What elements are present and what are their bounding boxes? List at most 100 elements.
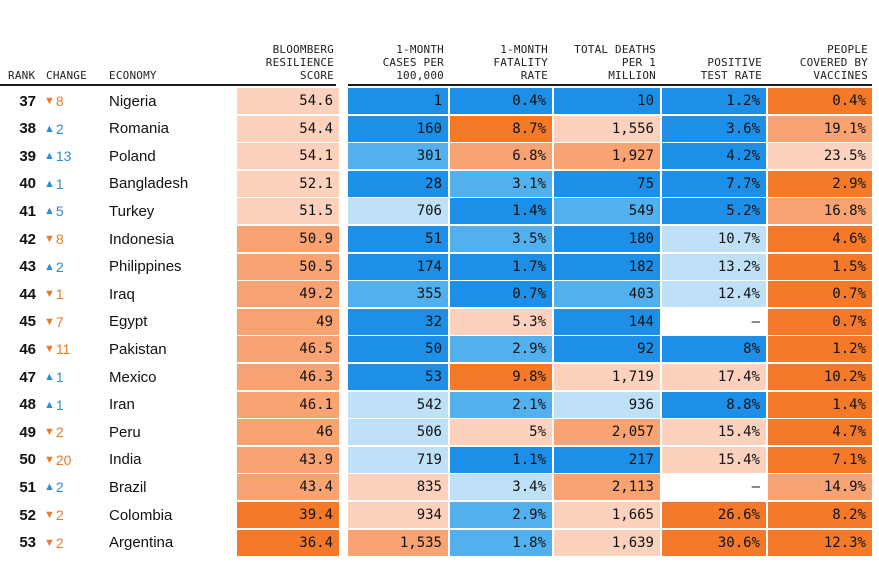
cell-deaths: 1,665 <box>554 502 660 528</box>
header-fatality: 1-MONTH FATALITY RATE <box>450 36 548 82</box>
rank-change-value: 20 <box>55 451 72 468</box>
cell-fatality: 9.8% <box>450 364 552 390</box>
economy-name: Philippines <box>109 258 182 276</box>
cell-cases: 160 <box>348 115 448 142</box>
rank-change: ▲ 1 <box>44 171 104 197</box>
cell-score: 50.9 <box>237 226 339 252</box>
cell-positive: 13.2% <box>662 253 766 280</box>
rank-value: 44 <box>19 285 36 303</box>
cell-vaccines: 10.2% <box>768 364 872 390</box>
header-rank: RANK <box>8 36 42 82</box>
header-label: ECONOMY <box>109 69 157 82</box>
economy-name: Egypt <box>109 313 148 331</box>
cell-score: 39.4 <box>237 502 339 528</box>
header-deaths: TOTAL DEATHS PER 1 MILLION <box>554 36 656 82</box>
table-row: 46 ▼ 11 Pakistan 46.5 50 2.9% 92 8% 1.2% <box>0 336 879 364</box>
table-row: 53 ▼ 2 Argentina 36.4 1,535 1.8% 1,639 30.6% 12.3… <box>0 529 879 558</box>
table-row: 38 ▲ 2 Romania 54.4 160 8.7% 1,556 3.6% 19.1% <box>0 115 879 144</box>
cell-fatality: 3.5% <box>450 226 552 252</box>
rank-value: 45 <box>19 313 36 331</box>
cell-deaths: 92 <box>554 336 660 363</box>
economy-name: Argentina <box>109 534 174 552</box>
cell-score: 46.3 <box>237 364 339 390</box>
cell-vaccines: 7.1% <box>768 446 872 473</box>
economy-name: Pakistan <box>109 340 167 358</box>
down-triangle-icon: ▼ <box>44 288 55 301</box>
economy-name: Indonesia <box>109 230 175 248</box>
cell-fatality: 2.9% <box>450 502 552 528</box>
economy-name: Romania <box>109 120 170 138</box>
cell-vaccines: 2.9% <box>768 170 872 197</box>
table-row: 43 ▲ 2 Philippines 50.5 174 1.7% 182 13.2% 1.5% <box>0 253 879 282</box>
rank-change: ▲ 13 <box>44 143 104 169</box>
table-row: 52 ▼ 2 Colombia 39.4 934 2.9% 1,665 26.6% 8.2% <box>0 502 879 530</box>
rank-change-value: 8 <box>55 231 64 247</box>
cell-cases: 28 <box>348 170 448 197</box>
cell-vaccines: 0.7% <box>768 308 872 335</box>
rank-change-value: 2 <box>55 258 64 275</box>
rank-value: 39 <box>19 147 36 165</box>
cell-deaths: 75 <box>554 170 660 197</box>
cell-cases: 50 <box>348 336 448 363</box>
up-triangle-icon: ▲ <box>44 150 55 163</box>
cell-vaccines: 4.7% <box>768 419 872 446</box>
cell-score: 46 <box>237 419 339 446</box>
economy-name: Bangladesh <box>109 175 189 193</box>
header-change: CHANGE <box>46 36 106 82</box>
cell-score: 54.6 <box>237 88 339 114</box>
rank-change: ▲ 1 <box>44 364 104 390</box>
economy-name: Brazil <box>109 478 147 496</box>
cell-score: 36.4 <box>237 529 339 556</box>
cell-score: 43.4 <box>237 474 339 501</box>
rank-change: ▼ 2 <box>44 530 104 556</box>
cell-positive: 10.7% <box>662 226 766 252</box>
cell-score: 49.2 <box>237 281 339 308</box>
table-row: 49 ▼ 2 Peru 46 506 5% 2,057 15.4% 4.7% <box>0 419 879 447</box>
cell-vaccines: 1.5% <box>768 253 872 280</box>
rank-change-value: 11 <box>55 341 71 358</box>
cell-cases: 719 <box>348 446 448 473</box>
cell-deaths: 1,556 <box>554 115 660 142</box>
table-row: 47 ▲ 1 Mexico 46.3 53 9.8% 1,719 17.4% 10.2% <box>0 364 879 392</box>
cell-deaths: 144 <box>554 308 660 335</box>
cell-cases: 355 <box>348 281 448 308</box>
cell-score: 50.5 <box>237 253 339 280</box>
cell-cases: 51 <box>348 226 448 252</box>
rank-change: ▼ 2 <box>44 502 104 528</box>
up-triangle-icon: ▲ <box>44 481 55 494</box>
rank-value: 46 <box>19 340 36 358</box>
rank-change: ▼ 1 <box>44 281 104 307</box>
cell-positive: 26.6% <box>662 502 766 528</box>
cell-positive: – <box>662 308 766 335</box>
cell-cases: 934 <box>348 502 448 528</box>
cell-deaths: 182 <box>554 253 660 280</box>
cell-fatality: 2.1% <box>450 391 552 418</box>
cell-deaths: 1,639 <box>554 529 660 556</box>
header-label: TOTAL DEATHS PER 1 MILLION <box>574 43 656 82</box>
rank-value: 48 <box>19 396 36 414</box>
cell-positive: 8.8% <box>662 391 766 418</box>
cell-fatality: 1.1% <box>450 446 552 473</box>
cell-deaths: 1,719 <box>554 364 660 390</box>
cell-deaths: 936 <box>554 391 660 418</box>
header-rule <box>0 84 336 86</box>
cell-cases: 1,535 <box>348 529 448 556</box>
economy-name: Iraq <box>109 285 135 303</box>
header-cases: 1-MONTH CASES PER 100,000 <box>348 36 444 82</box>
header-label: CHANGE <box>46 69 87 82</box>
down-triangle-icon: ▼ <box>44 233 55 245</box>
down-triangle-icon: ▼ <box>44 426 55 439</box>
cell-score: 54.4 <box>237 115 339 142</box>
rank-change: ▲ 1 <box>44 392 104 418</box>
rank-change: ▼ 7 <box>44 309 104 335</box>
table-row: 42 ▼ 8 Indonesia 50.9 51 3.5% 180 10.7% 4.6% <box>0 226 879 254</box>
cell-score: 43.9 <box>237 446 339 473</box>
rank-value: 52 <box>19 506 36 524</box>
up-triangle-icon: ▲ <box>44 205 55 218</box>
cell-cases: 706 <box>348 198 448 225</box>
rank-value: 51 <box>19 478 36 496</box>
table-row: 45 ▼ 7 Egypt 49 32 5.3% 144–0.7% <box>0 308 879 337</box>
economy-name: Nigeria <box>109 92 157 110</box>
up-triangle-icon: ▲ <box>44 371 55 383</box>
